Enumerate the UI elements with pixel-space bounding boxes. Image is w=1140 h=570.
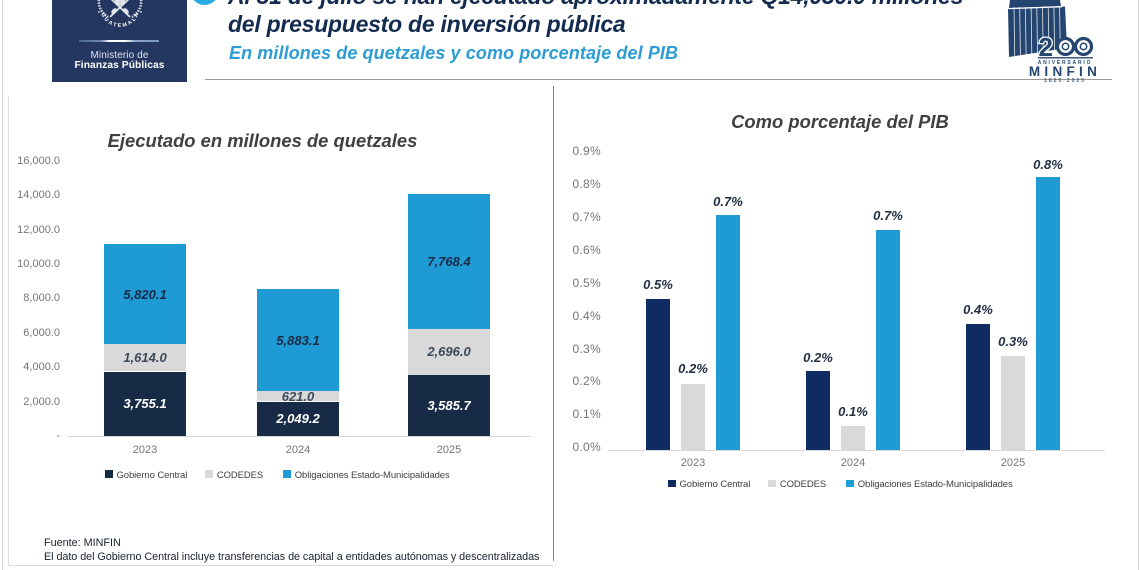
svg-text:ANIVERSARIO: ANIVERSARIO — [1038, 60, 1093, 66]
svg-text:2: 2 — [1039, 32, 1053, 62]
svg-text:MINFIN: MINFIN — [1029, 64, 1101, 79]
svg-text:GUATEMALA: GUATEMALA — [99, 11, 141, 29]
svg-text:1825·2025: 1825·2025 — [1044, 78, 1086, 84]
